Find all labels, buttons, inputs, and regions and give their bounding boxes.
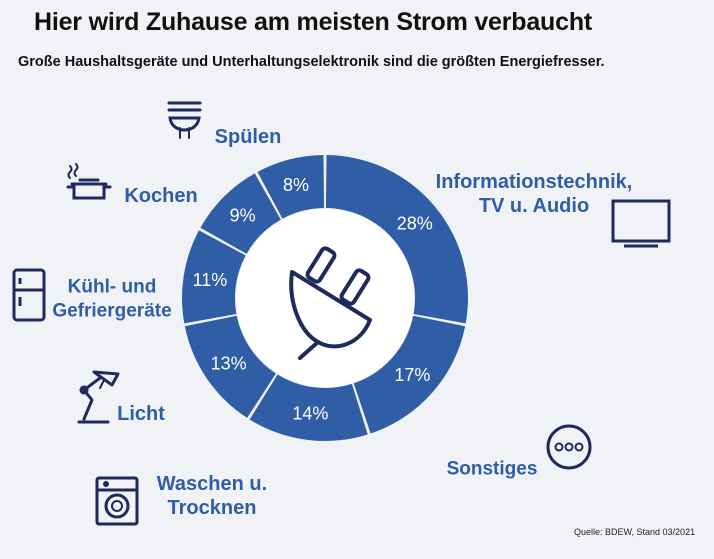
fridge-icon	[12, 268, 46, 322]
value-label-3: 13%	[211, 353, 247, 373]
category-label-2: Waschen u. Trocknen	[157, 473, 267, 519]
category-labels-group: Informationstechnik, TV u. Audio Sonstiges…	[52, 126, 632, 519]
slice-0	[325, 155, 469, 324]
value-label-5: 9%	[230, 206, 256, 226]
value-label-6: 8%	[283, 175, 309, 195]
category-label-line: TV u. Audio	[479, 195, 589, 217]
slice-6	[257, 155, 325, 219]
more-dots-icon	[546, 424, 592, 470]
category-label-line: Licht	[117, 403, 165, 425]
category-label-line: Spülen	[215, 126, 282, 148]
slice-1	[353, 315, 466, 434]
slices-group	[182, 155, 469, 441]
category-label-0: Informationstechnik, TV u. Audio	[436, 171, 633, 217]
source-note: Quelle: BDEW, Stand 03/2021	[574, 527, 696, 537]
dishes-icon	[167, 101, 202, 139]
category-label-line: Informationstechnik,	[436, 171, 633, 193]
desk-lamp-icon	[77, 370, 120, 424]
washing-machine-icon	[95, 476, 139, 526]
cooking-pot-icon	[66, 163, 112, 200]
category-label-line: Sonstiges	[447, 459, 538, 480]
category-label-line: Kochen	[124, 185, 197, 207]
category-label-3: Licht	[117, 403, 165, 425]
value-label-0: 28%	[397, 214, 433, 234]
slice-3	[184, 315, 276, 418]
power-plug-icon	[289, 246, 372, 360]
category-label-line: Waschen u.	[157, 473, 267, 495]
value-labels-group: 28% 17% 14% 13% 11% 9% 8%	[193, 175, 433, 423]
tv-icon	[611, 199, 671, 248]
slice-5	[200, 173, 281, 254]
category-label-4: Kühl- und Gefriergeräte	[52, 277, 171, 322]
slice-2	[249, 374, 368, 441]
chart-subtitle: Große Haushaltsgeräte und Unterhaltungse…	[18, 54, 605, 70]
category-label-1: Sonstiges	[447, 459, 538, 480]
chart-title: Hier wird Zuhause am meisten Strom verba…	[34, 8, 593, 36]
slice-4	[182, 230, 246, 324]
category-label-line: Gefriergeräte	[52, 301, 171, 322]
category-label-5: Kochen	[124, 185, 197, 207]
value-label-4: 11%	[193, 270, 228, 290]
category-label-line: Trocknen	[168, 497, 257, 519]
category-label-6: Spülen	[215, 126, 282, 148]
donut-hole	[236, 209, 414, 387]
value-label-1: 17%	[394, 365, 430, 385]
value-label-2: 14%	[292, 404, 328, 424]
category-label-line: Kühl- und	[68, 277, 157, 298]
